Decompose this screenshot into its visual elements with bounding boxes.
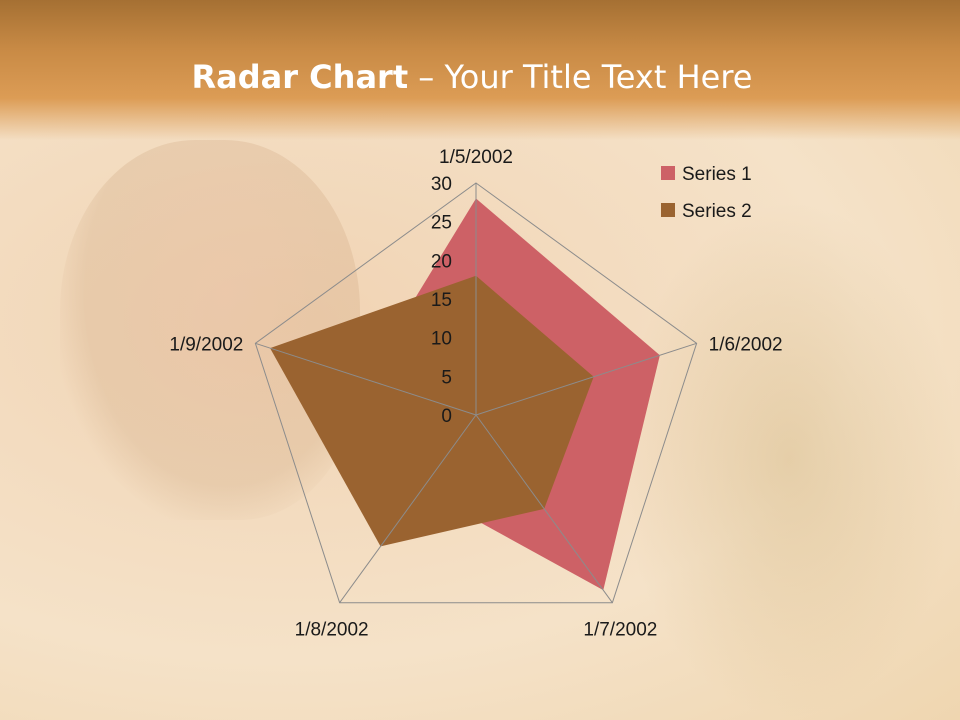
tick-label: 15 [431,290,452,311]
tick-label: 20 [431,251,452,272]
tick-label: 0 [441,406,452,427]
legend: Series 1 Series 2 [661,164,752,222]
background-photo-face [60,140,360,520]
radar-series [270,198,660,591]
legend-swatch [661,166,675,180]
tick-label: 10 [431,329,452,350]
background-photo-plant [620,200,960,720]
grid-ring [254,182,698,604]
tick-label: 30 [431,174,452,195]
radar-axes [255,183,697,603]
series-2-area [270,275,594,547]
category-label: 1/6/2002 [709,334,783,355]
title-bold: Radar Chart [191,58,409,96]
category-label: 1/8/2002 [295,620,369,641]
radar-grid [254,182,698,604]
category-label: 1/5/2002 [439,147,513,168]
legend-label: Series 1 [682,164,752,185]
legend-label: Series 2 [682,201,752,222]
axis-spoke [475,414,613,603]
category-labels: 1/5/2002 1/6/2002 1/7/2002 1/8/2002 1/9/2002 [169,147,782,641]
legend-swatch [661,203,675,217]
title-bar [0,0,960,140]
category-label: 1/7/2002 [583,620,657,641]
tick-label: 5 [441,367,452,388]
tick-label: 25 [431,213,452,234]
tick-labels: 0 5 10 15 20 25 30 [431,174,452,427]
axis-spoke [475,342,697,416]
category-label: 1/9/2002 [169,334,243,355]
slide-title: Radar Chart – Your Title Text Here [0,58,944,96]
title-rest: – Your Title Text Here [408,58,753,96]
axis-spoke [255,342,477,416]
axis-spoke [339,414,477,603]
